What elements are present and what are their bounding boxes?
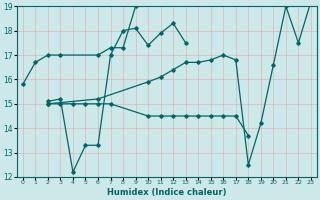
- X-axis label: Humidex (Indice chaleur): Humidex (Indice chaleur): [107, 188, 227, 197]
